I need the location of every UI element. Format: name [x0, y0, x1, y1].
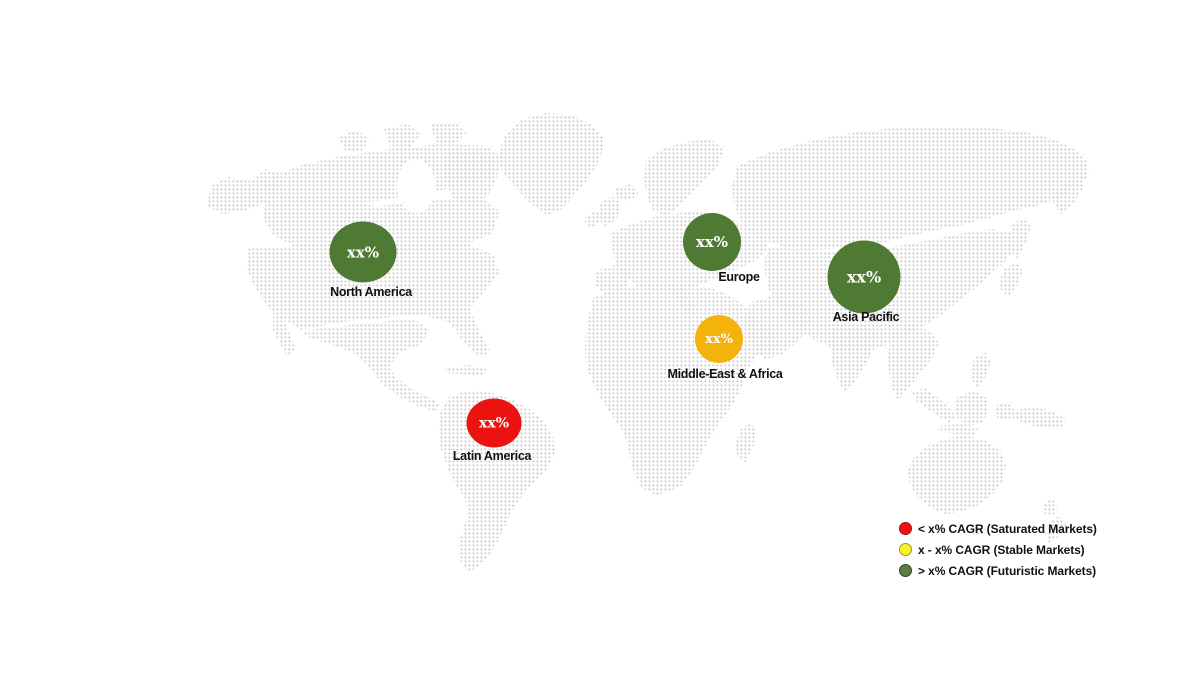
region-value-north-america: xx%: [346, 243, 380, 261]
legend-label-futuristic: > x% CAGR (Futuristic Markets): [918, 563, 1097, 578]
bubble-europe: xx%: [683, 213, 741, 271]
region-label-north-america: North America: [330, 285, 412, 299]
bubble-middle-east-africa: xx%: [695, 315, 743, 363]
region-value-asia-pacific: xx%: [846, 267, 882, 287]
region-value-latin-america: xx%: [479, 415, 509, 431]
bubble-latin-america: xx%: [466, 398, 522, 448]
legend-item-futuristic: > x% CAGR (Futuristic Markets): [899, 563, 1097, 578]
continent-south-america: [438, 390, 555, 572]
legend-dot-saturated-icon: [899, 522, 912, 535]
region-label-europe: Europe: [718, 270, 760, 284]
region-value-middle-east-africa: xx%: [705, 331, 733, 347]
continent-asia: [732, 127, 1089, 435]
continent-australia: [908, 436, 1067, 543]
legend-label-saturated: < x% CAGR (Saturated Markets): [918, 521, 1097, 536]
legend-item-saturated: < x% CAGR (Saturated Markets): [899, 521, 1097, 536]
bubble-north-america: xx%: [329, 221, 397, 283]
legend-dot-stable-icon: [899, 543, 912, 556]
bubble-asia-pacific: xx%: [827, 240, 901, 314]
hudson-bay-water: [397, 159, 435, 213]
legend-label-stable: x - x% CAGR (Stable Markets): [918, 542, 1085, 557]
region-label-middle-east-africa: Middle-East & Africa: [667, 367, 783, 381]
region-label-latin-america: Latin America: [452, 449, 532, 463]
legend-item-stable: x - x% CAGR (Stable Markets): [899, 542, 1097, 557]
region-value-europe: xx%: [695, 233, 729, 251]
legend: < x% CAGR (Saturated Markets) x - x% CAG…: [899, 522, 1097, 585]
continent-north-america: [207, 122, 505, 412]
region-label-asia-pacific: Asia Pacific: [832, 310, 900, 324]
legend-dot-futuristic-icon: [899, 564, 912, 577]
greenland-iceland: [497, 113, 639, 215]
